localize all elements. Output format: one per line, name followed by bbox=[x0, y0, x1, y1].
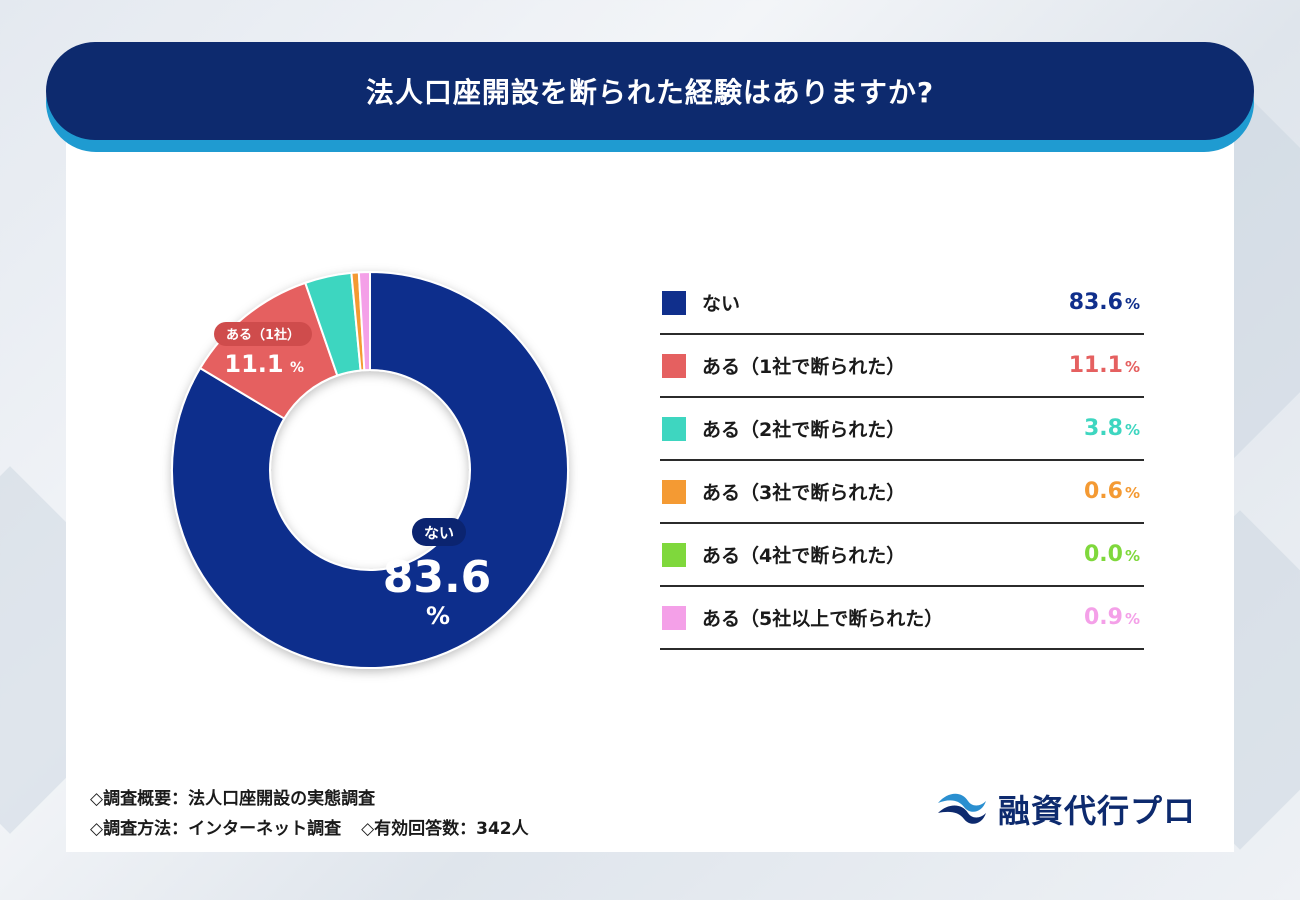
legend-row: ない 83.6% bbox=[660, 272, 1144, 335]
legend-row: ある（5社以上で断られた） 0.9% bbox=[660, 587, 1144, 650]
donut-slice bbox=[171, 270, 569, 669]
legend-label: ない bbox=[702, 293, 741, 315]
survey-footer: ◇調査概要：法人口座開設の実態調査 ◇調査方法：インターネット調査 ◇有効回答数：… bbox=[90, 784, 529, 844]
legend-value-number: 3.8 bbox=[1083, 416, 1123, 441]
legend-label: ある（2社で断られた） bbox=[702, 419, 906, 441]
legend-swatch bbox=[662, 290, 686, 315]
legend-label: ある（3社で断られた） bbox=[702, 482, 906, 504]
legend-value: 0.6% bbox=[1084, 479, 1140, 504]
legend-value: 3.8% bbox=[1084, 416, 1140, 441]
legend-row: ある（2社で断られた） 3.8% bbox=[660, 398, 1144, 461]
legend-row: ある（4社で断られた） 0.0% bbox=[660, 524, 1144, 587]
title-bar: 法人口座開設を断られた経験はありますか? bbox=[46, 42, 1254, 140]
slice-label-pill bbox=[214, 322, 312, 346]
legend-row: ある（3社で断られた） 0.6% bbox=[660, 461, 1144, 524]
legend-swatch bbox=[662, 353, 686, 378]
legend-value-number: 0.9 bbox=[1083, 605, 1123, 630]
legend-value-unit: % bbox=[1124, 358, 1140, 376]
slice-label-unit: % bbox=[290, 360, 304, 376]
legend-value-number: 83.6 bbox=[1068, 290, 1123, 315]
legend-label: ある（4社で断られた） bbox=[702, 545, 906, 567]
slice-label-category: ある（1社） bbox=[226, 327, 300, 343]
slice-label-value: 83.6 bbox=[383, 552, 492, 603]
slice-label-value: 11.1 bbox=[224, 350, 283, 378]
donut-slice bbox=[357, 270, 371, 372]
legend: ない 83.6% ある（1社で断られた） 11.1% ある（2社で断られた） 3.8% ある… bbox=[660, 272, 1144, 650]
legend-value-unit: % bbox=[1124, 610, 1140, 628]
survey-respondents: ◇有効回答数：342人 bbox=[361, 819, 529, 839]
legend-swatch bbox=[662, 605, 686, 630]
legend-label: ある（1社で断られた） bbox=[702, 356, 906, 378]
legend-row: ある（1社で断られた） 11.1% bbox=[660, 335, 1144, 398]
legend-value-number: 0.6 bbox=[1083, 479, 1123, 504]
slice-label-unit: % bbox=[426, 602, 450, 630]
brand-logo: 融資代行プロ bbox=[936, 786, 1196, 832]
legend-value-unit: % bbox=[1124, 547, 1140, 565]
legend-value-number: 11.1 bbox=[1068, 353, 1123, 378]
legend-value-unit: % bbox=[1124, 295, 1140, 313]
brand-name: 融資代行プロ bbox=[998, 792, 1197, 830]
legend-value-unit: % bbox=[1124, 484, 1140, 502]
legend-swatch bbox=[662, 479, 686, 504]
legend-label: ある（5社以上で断られた） bbox=[702, 608, 944, 630]
survey-summary: ◇調査概要：法人口座開設の実態調査 bbox=[90, 789, 376, 809]
legend-value-unit: % bbox=[1124, 421, 1140, 439]
wave-logo-icon bbox=[938, 793, 986, 824]
legend-swatch bbox=[662, 416, 686, 441]
slice-label-category: ない bbox=[424, 524, 454, 542]
legend-value: 0.9% bbox=[1084, 605, 1140, 630]
legend-swatch bbox=[662, 542, 686, 567]
legend-value: 0.0% bbox=[1084, 542, 1140, 567]
legend-value: 11.1% bbox=[1069, 353, 1140, 378]
legend-value-number: 0.0 bbox=[1083, 542, 1123, 567]
legend-value: 83.6% bbox=[1069, 290, 1140, 315]
chart-title: 法人口座開設を断られた経験はありますか? bbox=[365, 76, 935, 109]
donut-chart: ない 83.6% ある（1社） 11.1% bbox=[171, 270, 569, 669]
slice-label-pill bbox=[412, 518, 466, 546]
survey-method: ◇調査方法：インターネット調査 bbox=[90, 819, 342, 839]
